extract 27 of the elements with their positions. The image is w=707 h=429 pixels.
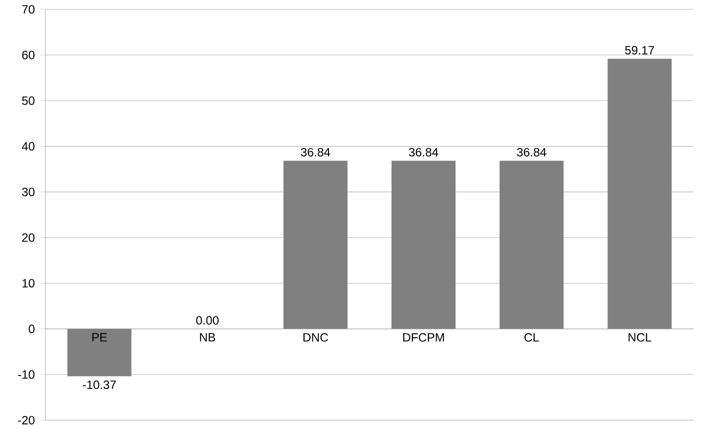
y-tick-label: 30 [22,188,34,196]
y-tick-label: 0 [28,324,34,334]
x-tick-label: NB [200,333,216,342]
data-label: 0.00 [196,316,219,325]
data-label: 36.84 [300,148,330,157]
y-tick-label: 40 [22,142,34,151]
data-label: -10.37 [82,380,116,390]
x-tick-label: NCL [628,333,652,342]
x-tick-label: DFCPM [403,333,444,342]
x-tick-label: DNC [303,333,328,342]
y-tick-label: -20 [18,416,34,424]
x-tick-label: CL [524,333,539,342]
bar [67,328,132,376]
data-label: 36.84 [517,148,546,157]
bar [608,58,672,329]
y-tick-label: -10 [18,370,34,379]
data-label: 59.17 [625,46,654,55]
y-tick-label: 50 [22,96,34,105]
y-tick-label: 10 [22,279,34,288]
data-label: 36.84 [408,148,438,157]
y-tick-label: 70 [22,5,34,14]
y-tick-label: 20 [22,233,34,242]
bar [392,160,456,329]
bar [283,160,348,329]
y-tick-label: 60 [22,50,34,60]
bar [500,160,564,329]
x-tick-label: PE [92,333,107,342]
